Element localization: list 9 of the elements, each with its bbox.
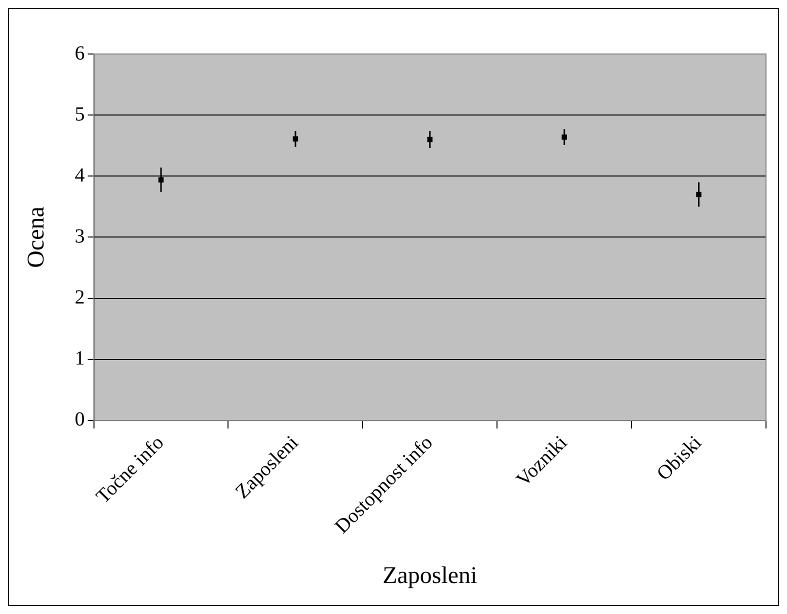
y-tick-label: 0 [74,408,85,431]
y-tick-label: 1 [74,348,85,370]
y-tick-label: 4 [74,164,85,186]
y-tick-label: 5 [74,103,85,126]
y-tick-label: 2 [74,286,85,309]
x-axis-title: Zaposleni [382,562,478,589]
y-axis-title: Ocena [24,206,50,268]
y-tick-label: 3 [74,225,85,248]
y-tick-label: 6 [74,42,85,64]
